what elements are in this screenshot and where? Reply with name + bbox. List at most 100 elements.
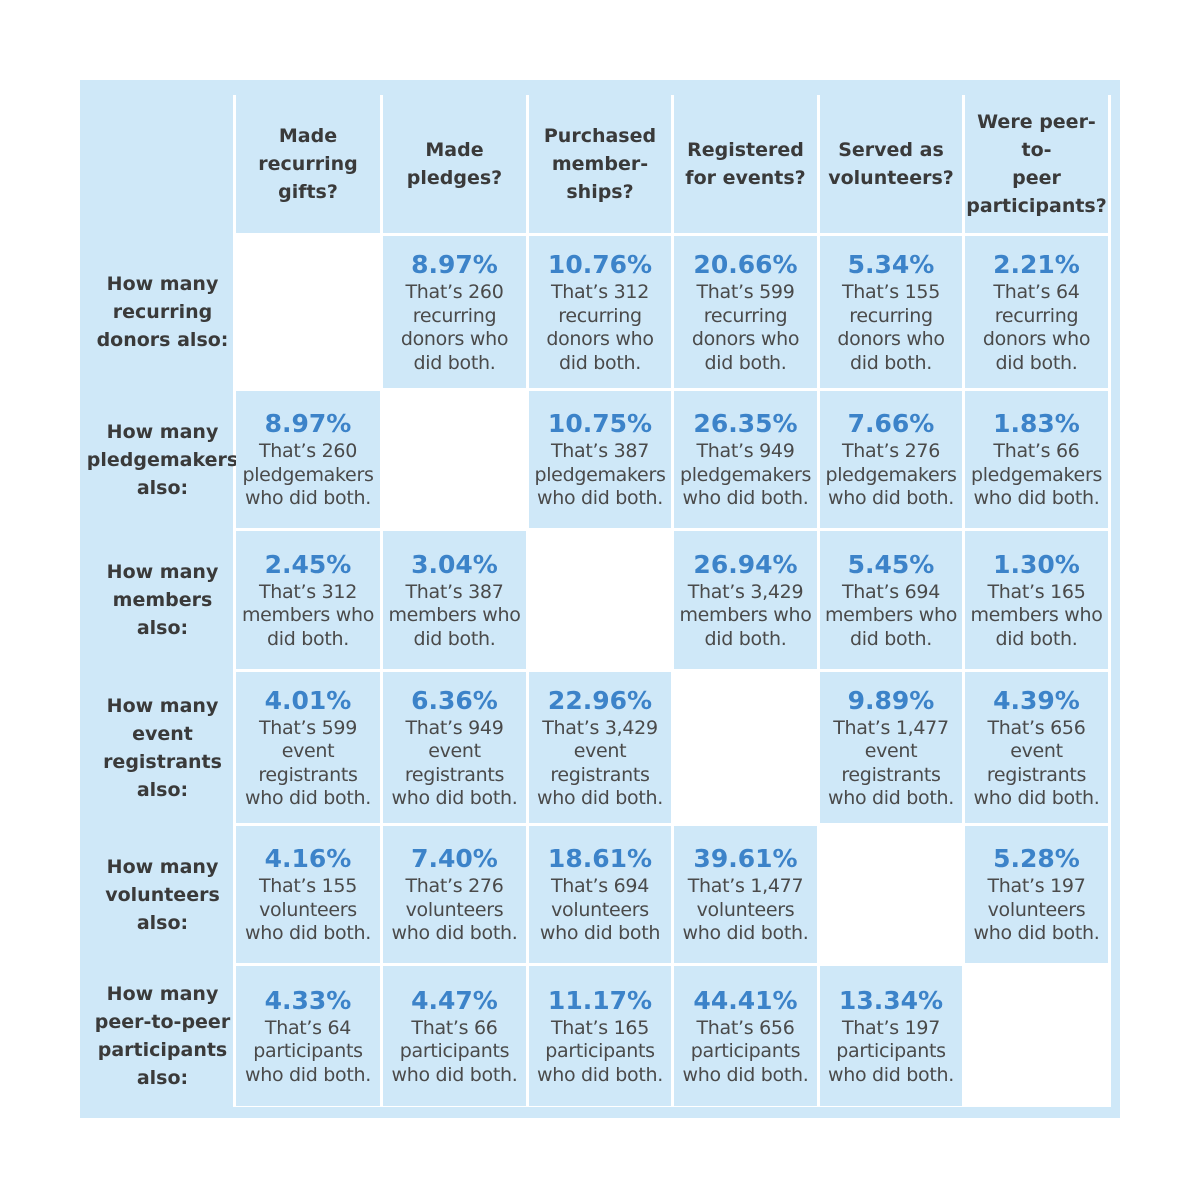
cell-text: event xyxy=(1010,740,1063,762)
cell-text: who did both. xyxy=(391,922,518,945)
cell-text: That’s 197 xyxy=(987,875,1086,898)
cell-text: donors who xyxy=(691,328,800,350)
data-cell: 11.17% That’s 165 participants who did both… xyxy=(529,966,671,1106)
data-cell: 8.97% That’s 260 recurring donors who did bo… xyxy=(383,236,526,388)
cell-text: who did both. xyxy=(973,922,1100,945)
data-cell: 2.21% That’s 64 recurring donors who did bot… xyxy=(965,236,1108,388)
percent: 18.61% xyxy=(547,844,653,874)
header-line: How many xyxy=(106,694,219,717)
percent: 22.96% xyxy=(547,685,653,715)
row-header: How many volunteers also: xyxy=(92,826,233,963)
percent: 2.45% xyxy=(264,549,352,579)
header-line: How many xyxy=(106,273,219,295)
cell-text: members who xyxy=(241,604,375,627)
percent: 26.94% xyxy=(693,549,798,579)
cell-text: volunteers xyxy=(405,898,504,921)
cell-text: That’s 656 xyxy=(696,1016,795,1039)
cell-text: event xyxy=(864,740,918,762)
cell-text: members who xyxy=(679,604,812,627)
data-cell: 6.36% That’s 949 event registrants who did b… xyxy=(383,672,526,823)
cell-text: who did both. xyxy=(682,922,809,945)
header-line: peer xyxy=(1012,167,1061,189)
header-line: How many xyxy=(106,855,219,878)
data-cell: 1.30% That’s 165 members who did both. xyxy=(965,531,1108,669)
cell-text: who did both. xyxy=(827,1063,954,1086)
header-line: gifts? xyxy=(278,181,338,203)
cell-text: recurring xyxy=(558,304,642,327)
percent: 4.01% xyxy=(264,685,352,715)
row-header: How many recurring donors also: xyxy=(92,236,233,388)
column-header: Made recurring gifts? xyxy=(236,95,380,233)
cell-text: That’s 3,429 xyxy=(687,580,804,603)
header-line: participants? xyxy=(966,195,1107,217)
empty-cell xyxy=(236,236,380,388)
cell-text: recurring xyxy=(849,304,933,327)
header-line: How many xyxy=(106,420,219,443)
empty-cell xyxy=(529,531,671,669)
data-cell: 5.34% That’s 155 recurring donors who did bo… xyxy=(820,236,962,388)
cell-text: That’s 1,477 xyxy=(833,716,949,739)
cell-text: event xyxy=(573,740,627,762)
percent: 5.28% xyxy=(993,844,1080,874)
percent: 26.35% xyxy=(693,409,798,439)
header-line: How many xyxy=(106,561,219,583)
empty-cell xyxy=(674,672,817,823)
row-header: How many members also: xyxy=(92,531,233,669)
cell-text: That’s 155 xyxy=(842,281,940,303)
cell-text: who did both. xyxy=(391,1063,518,1086)
header-line: pledgemakers xyxy=(86,448,239,471)
cell-text: participants xyxy=(545,1040,655,1063)
cell-text: registrants xyxy=(841,763,941,786)
cell-text: pledgemakers xyxy=(970,463,1103,486)
cell-text: members who xyxy=(388,604,521,627)
cell-text: That’s 165 xyxy=(987,580,1086,603)
percent: 20.66% xyxy=(693,250,798,279)
header-line: also: xyxy=(136,1067,189,1089)
cell-text: who did both. xyxy=(244,1063,371,1086)
data-cell: 5.28% That’s 197 volunteers who did both. xyxy=(965,826,1108,963)
header-line: recurring xyxy=(112,301,213,323)
header-line: also: xyxy=(136,476,189,499)
header-line: volunteers xyxy=(105,883,220,906)
empty-cell xyxy=(383,391,526,528)
cell-text: That’s 694 xyxy=(551,875,649,898)
column-header: Were peer-to-peer participants? xyxy=(965,95,1108,233)
percent: 7.66% xyxy=(847,409,935,439)
cell-text: who did both. xyxy=(244,487,371,510)
cell-text: That’s 66 xyxy=(411,1016,498,1039)
cell-text: That’s 387 xyxy=(405,580,504,603)
percent: 2.21% xyxy=(993,250,1080,279)
data-cell: 7.40% That’s 276 volunteers who did both. xyxy=(383,826,526,963)
percent: 1.30% xyxy=(993,549,1080,579)
data-cell: 39.61% That’s 1,477 volunteers who did both… xyxy=(674,826,817,963)
percent: 4.47% xyxy=(411,985,498,1015)
percent: 9.89% xyxy=(847,685,935,715)
cell-text: registrants xyxy=(404,763,505,786)
data-cell: 13.34% That’s 197 participants who did both… xyxy=(820,966,962,1106)
cell-text: That’s 155 xyxy=(259,875,357,898)
header-line: Purchased xyxy=(543,125,657,147)
cell-text: That’s 949 xyxy=(405,716,504,739)
data-cell: 22.96% That’s 3,429 event registrants who di… xyxy=(529,672,671,823)
cell-text: volunteers xyxy=(696,898,795,921)
data-cell: 18.61% That’s 694 volunteers who did both xyxy=(529,826,671,963)
cell-text: members who xyxy=(970,604,1103,627)
data-cell: 4.01% That’s 599 event registrants who did b… xyxy=(236,672,380,823)
header-line: Were peer-to- xyxy=(977,111,1096,161)
percent: 39.61% xyxy=(693,844,798,874)
cell-text: That’s 656 xyxy=(987,716,1086,739)
data-cell: 4.33% That’s 64 participants who did both. xyxy=(236,966,380,1106)
cell-text: That’s 66 xyxy=(993,440,1080,463)
header-line: Made xyxy=(278,125,338,147)
row-header: How many peer-to-peer participants also: xyxy=(92,966,233,1106)
cell-text: who did both. xyxy=(244,787,371,809)
cell-text: did both. xyxy=(413,351,496,374)
header-line: peer-to-peer xyxy=(94,1011,231,1033)
header-line: members also: xyxy=(112,589,213,639)
cell-text: participants xyxy=(253,1040,363,1063)
data-cell: 26.35% That’s 949 pledgemakers who did both… xyxy=(674,391,817,528)
cell-text: donors who xyxy=(982,328,1091,350)
header-line: participants xyxy=(97,1039,228,1061)
percent: 6.36% xyxy=(411,685,498,715)
cell-text: did both. xyxy=(413,627,496,650)
